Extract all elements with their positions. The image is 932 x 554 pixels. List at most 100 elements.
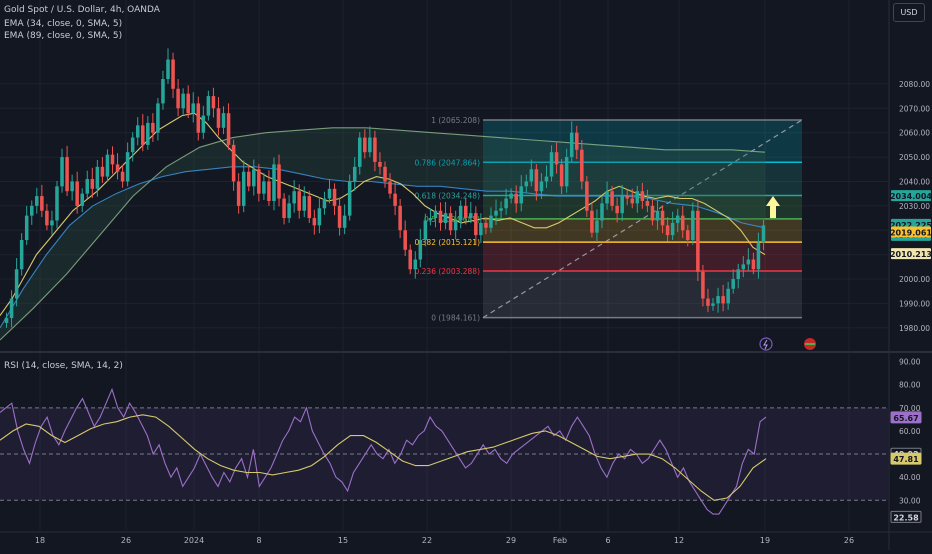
rsi-tick-label: 30.00: [899, 496, 921, 505]
currency-button[interactable]: USD: [893, 3, 925, 22]
up-arrow-icon: [766, 196, 780, 218]
candle-body: [80, 193, 84, 206]
candle-body: [246, 171, 251, 187]
ema34-legend[interactable]: EMA (34, close, 0, SMA, 5): [4, 19, 123, 29]
candle-body: [706, 298, 710, 306]
candle-body: [156, 103, 160, 133]
fib-zone: [483, 218, 802, 243]
candle-body: [524, 181, 529, 187]
candle-body: [327, 188, 332, 199]
candle-body: [635, 191, 640, 204]
candle-body: [569, 132, 574, 158]
ema-ribbon: [0, 127, 765, 341]
candle-body: [352, 166, 357, 182]
x-tick-label: Feb: [553, 536, 567, 545]
candle-body: [322, 198, 327, 209]
candle-body: [130, 137, 135, 153]
candle-body: [332, 188, 337, 206]
candle-body: [463, 205, 468, 219]
candle-body: [600, 203, 604, 221]
x-tick-label: 29: [506, 536, 516, 545]
price-tick-label: 2080.00: [899, 80, 930, 89]
candle-body: [721, 296, 725, 304]
x-tick-label: 26: [844, 536, 854, 545]
candle-body: [645, 200, 650, 206]
candle-body: [55, 186, 59, 221]
rsi-ma-line: [0, 414, 767, 501]
candle-body: [277, 164, 281, 199]
candle-body: [474, 213, 478, 236]
candle-body: [70, 181, 74, 192]
candle-body: [393, 193, 397, 206]
candle-body: [499, 208, 503, 211]
candle-body: [630, 198, 635, 204]
rsi-pane[interactable]: [0, 387, 888, 515]
candle-body: [307, 196, 312, 219]
candle-body: [257, 169, 261, 194]
candle-body: [504, 198, 508, 209]
x-tick-label: 6: [605, 536, 610, 545]
candle-body: [655, 210, 660, 221]
candle-body: [418, 240, 423, 260]
candle-body: [625, 196, 629, 199]
rsi-legend[interactable]: RSI (14, close, SMA, 14, 2): [4, 361, 123, 371]
candle-body: [347, 181, 352, 216]
candle-body: [580, 149, 584, 182]
candle-body: [458, 205, 463, 221]
x-tick-label: 2024: [184, 536, 204, 545]
candle-body: [686, 230, 690, 240]
candle-body: [216, 108, 221, 128]
candle-body: [469, 213, 473, 219]
candle-body: [494, 210, 498, 216]
candle-body: [585, 181, 589, 211]
candle-body: [110, 154, 115, 165]
price-label-text: 2010.213: [890, 250, 932, 259]
candle-body: [574, 132, 579, 150]
price-label-box: [891, 190, 931, 202]
candle-body: [378, 161, 382, 167]
candle-body: [161, 79, 165, 104]
symbol-title[interactable]: Gold Spot / U.S. Dollar, 4h, OANDA: [4, 5, 160, 15]
candle-body: [373, 137, 377, 162]
candle-body: [65, 157, 69, 192]
candle-body: [701, 271, 705, 299]
candle-body: [383, 166, 387, 182]
candle-body: [166, 59, 170, 80]
candle-body: [595, 220, 599, 233]
candles: [4, 48, 766, 328]
candle-body: [115, 164, 120, 172]
rsi-tick-label: 70.00: [899, 404, 921, 413]
ema89-legend[interactable]: EMA (89, close, 0, SMA, 5): [4, 31, 123, 41]
candle-body: [171, 59, 175, 89]
x-tick-label: 19: [760, 536, 770, 545]
candle-body: [428, 218, 433, 221]
price-tick-label: 2000.00: [899, 275, 930, 284]
candle-body: [252, 169, 256, 187]
ema-slow-line: [0, 127, 766, 341]
candle-body: [514, 193, 518, 204]
candle-body: [615, 205, 619, 214]
candle-body: [711, 303, 715, 306]
candle-body: [24, 215, 29, 240]
fib-zone: [483, 119, 802, 163]
candle-body: [226, 113, 231, 145]
candle-body: [484, 222, 488, 228]
candle-body: [146, 122, 150, 145]
fib-level-label: 0.786 (2047.864): [415, 158, 481, 167]
candle-body: [605, 191, 609, 204]
candle-body: [610, 191, 614, 206]
candle-body: [453, 220, 458, 231]
candle-body: [181, 93, 185, 109]
candle-body: [534, 169, 539, 192]
candle-body: [539, 181, 544, 192]
candle-body: [726, 288, 730, 304]
candle-body: [317, 208, 322, 226]
candle-body: [716, 296, 720, 304]
candle-body: [559, 164, 564, 187]
lightning-icon[interactable]: [759, 337, 773, 351]
candle-body: [403, 230, 407, 250]
